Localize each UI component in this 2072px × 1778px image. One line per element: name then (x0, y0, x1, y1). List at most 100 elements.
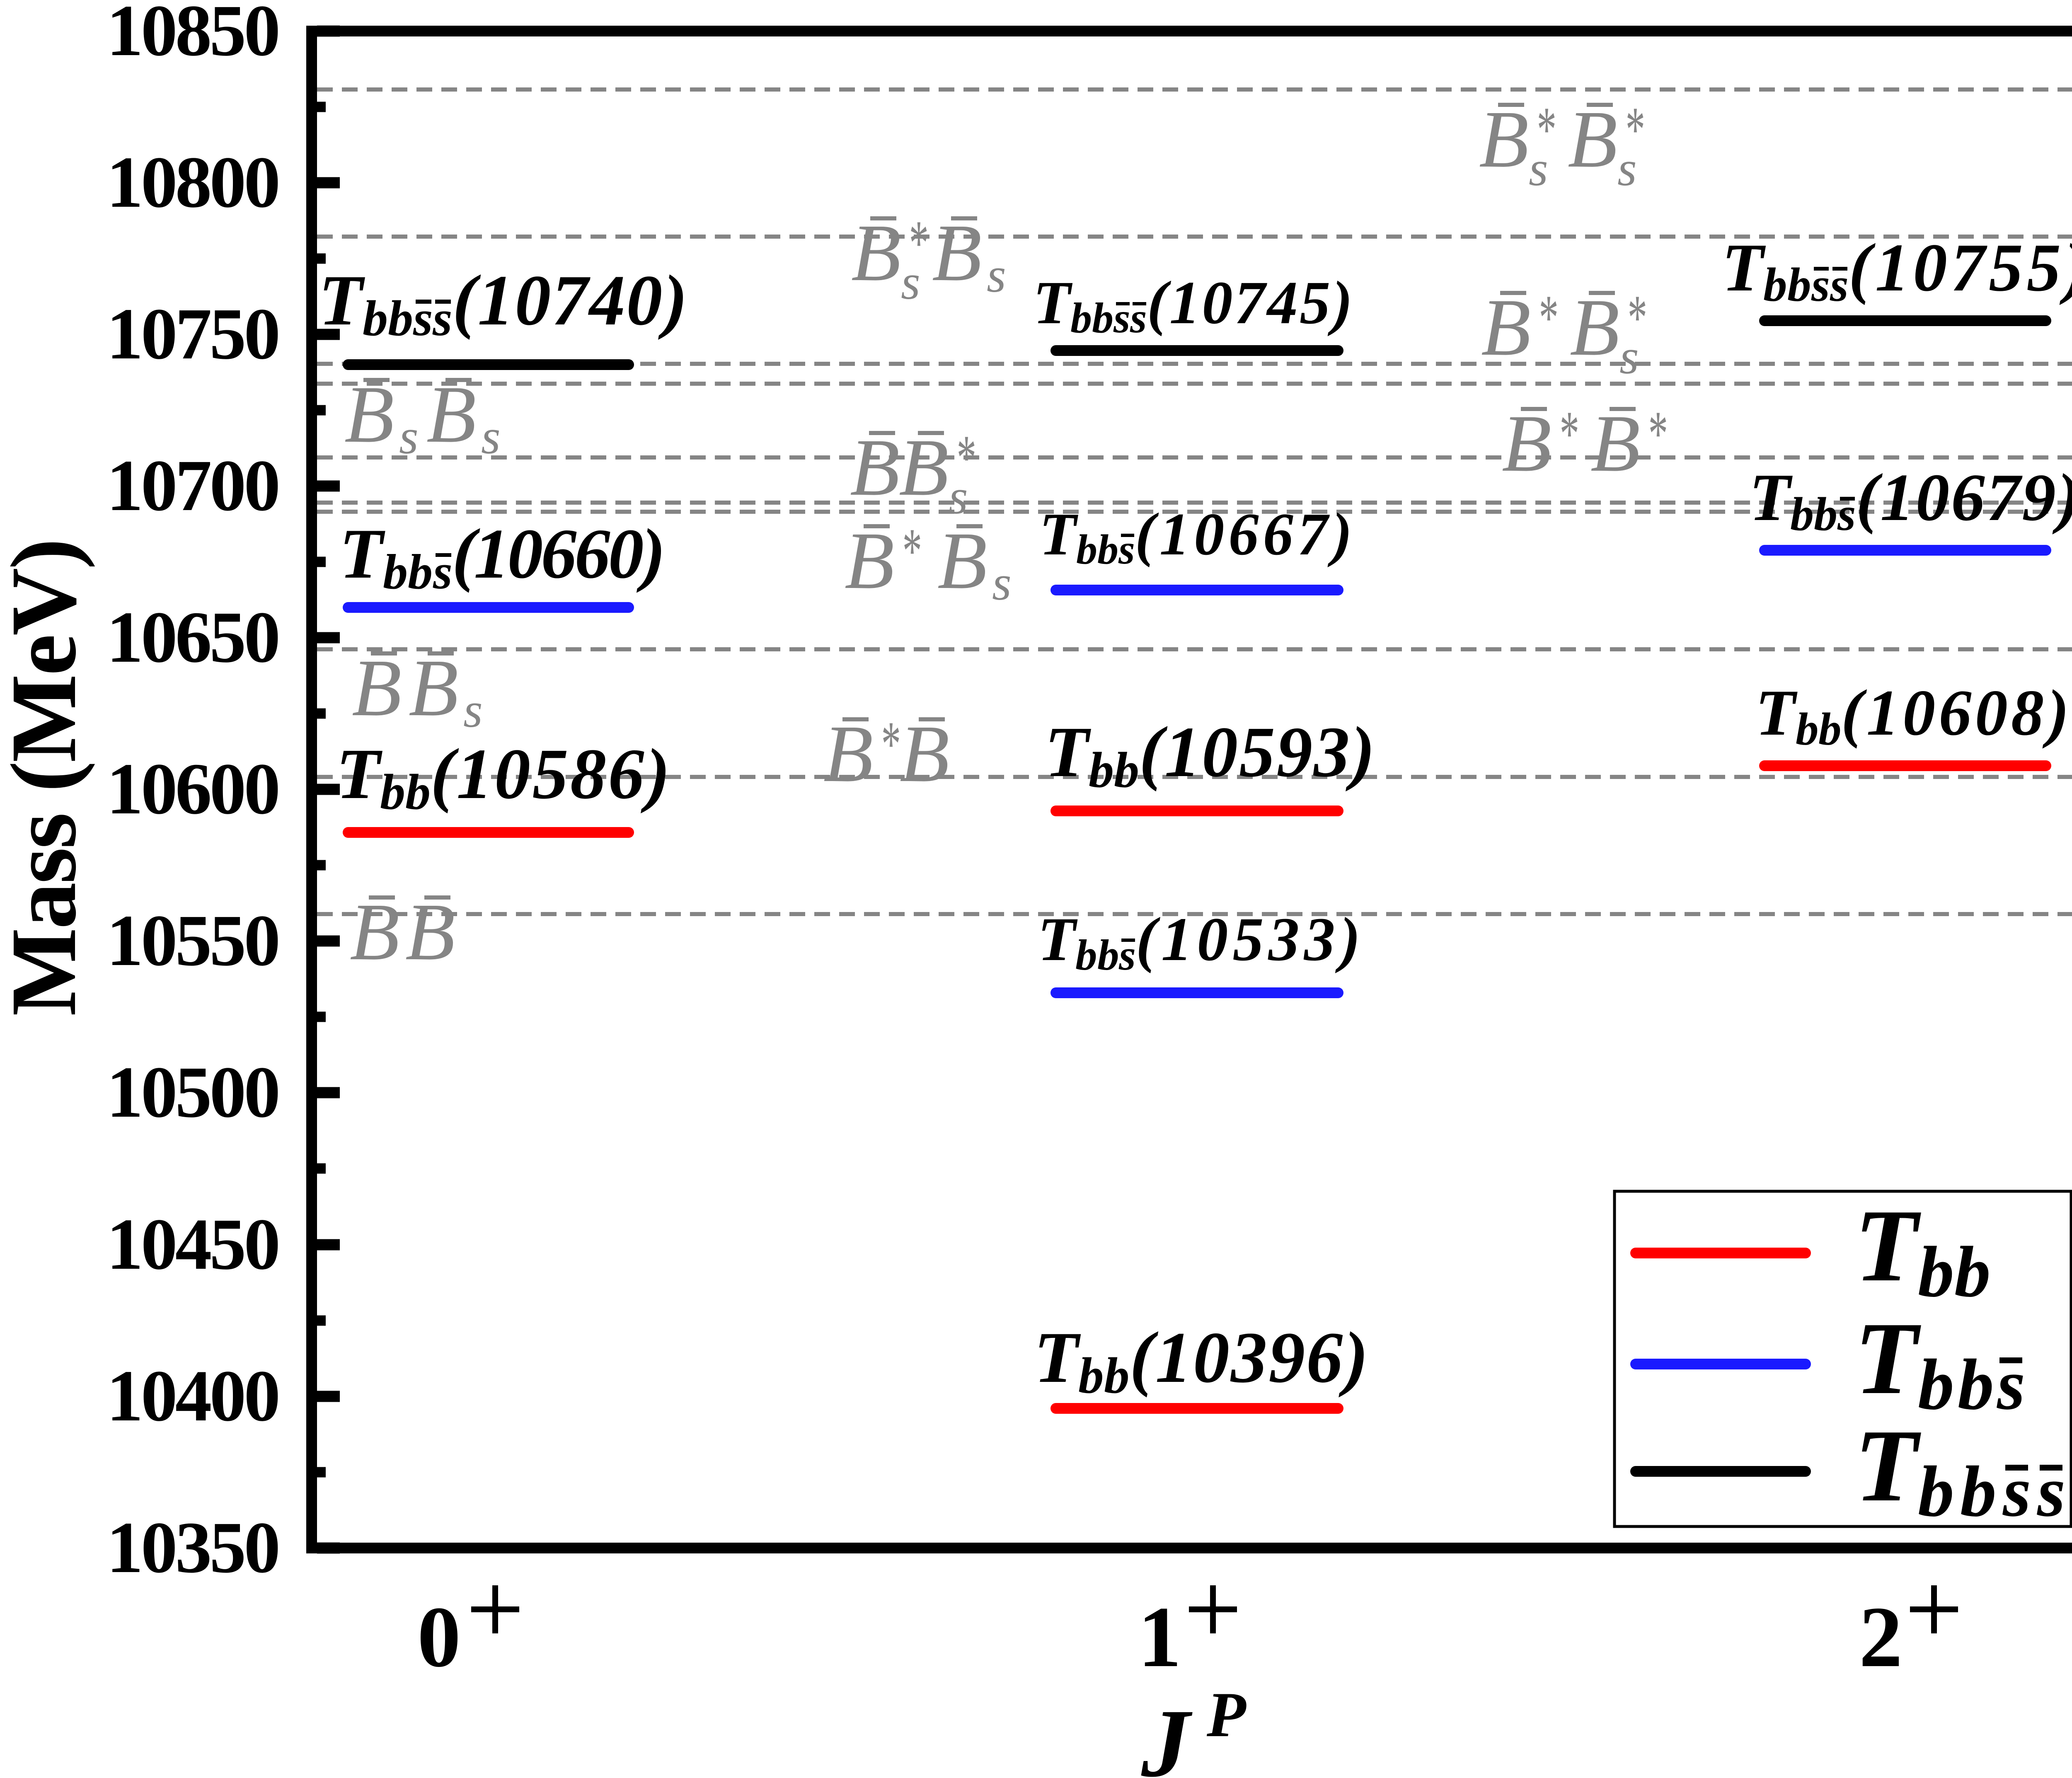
svg-text:T: T (1034, 1317, 1081, 1398)
svg-text:(10667): (10667) (1135, 501, 1352, 568)
svg-text:s: s (2002, 1451, 2031, 1531)
svg-text:s: s (481, 409, 501, 464)
svg-text:s: s (413, 290, 433, 346)
svg-text:b: b (1104, 1347, 1130, 1404)
svg-text:s: s (433, 544, 453, 599)
svg-text:s: s (1830, 259, 1849, 311)
svg-text:b: b (1818, 704, 1842, 755)
svg-text:T: T (1749, 460, 1793, 535)
svg-text:T: T (1722, 230, 1766, 305)
svg-text:10400: 10400 (107, 1355, 281, 1437)
svg-text:b: b (1787, 259, 1811, 311)
svg-text:b: b (1958, 1344, 1994, 1425)
svg-text:B: B (1502, 398, 1552, 489)
svg-text:B: B (845, 515, 894, 606)
svg-text:b: b (408, 544, 433, 599)
svg-text:b: b (1075, 931, 1097, 979)
svg-text:T: T (1854, 1188, 1921, 1303)
svg-text:*: * (1537, 281, 1557, 353)
svg-text:T: T (339, 515, 385, 593)
svg-text:B: B (937, 515, 987, 606)
svg-text:T: T (1854, 1301, 1921, 1416)
svg-text:b: b (1796, 704, 1819, 755)
svg-text:*: * (1626, 281, 1646, 353)
svg-text:10350: 10350 (107, 1507, 281, 1588)
svg-text:Mass (MeV): Mass (MeV) (0, 538, 95, 1016)
svg-text:T: T (319, 260, 365, 340)
svg-text:s: s (1837, 488, 1856, 540)
svg-text:B: B (851, 207, 901, 298)
svg-text:b: b (1918, 1344, 1954, 1425)
svg-text:B: B (409, 642, 458, 733)
svg-text:10700: 10700 (107, 445, 281, 526)
svg-text:b: b (1097, 931, 1119, 979)
svg-text:B: B (1568, 94, 1617, 184)
svg-text:b: b (405, 764, 431, 820)
svg-text:B: B (344, 369, 394, 460)
svg-text:B: B (1570, 282, 1619, 373)
svg-text:(10745): (10745) (1147, 269, 1353, 337)
svg-text:B: B (1590, 398, 1640, 489)
svg-text:b: b (1114, 742, 1139, 798)
svg-text:b: b (363, 290, 388, 346)
svg-text:B: B (426, 369, 476, 460)
svg-text:b: b (1814, 488, 1837, 540)
svg-text:(10396): (10396) (1130, 1317, 1368, 1398)
svg-text:s: s (2037, 1451, 2065, 1531)
svg-text:(10533): (10533) (1136, 905, 1360, 974)
svg-text:B: B (405, 886, 455, 977)
svg-text:B: B (900, 708, 949, 799)
svg-text:(10740): (10740) (453, 260, 687, 340)
svg-text:*: * (907, 207, 927, 278)
svg-text:B: B (850, 422, 900, 513)
svg-text:b: b (1954, 1231, 1991, 1312)
svg-text:s: s (987, 247, 1006, 302)
svg-text:b: b (1918, 1451, 1954, 1531)
svg-text:(10608): (10608) (1841, 677, 2069, 749)
svg-text:T: T (1033, 269, 1073, 337)
svg-text:(10660): (10660) (452, 515, 666, 593)
svg-text:2: 2 (1859, 1589, 1903, 1685)
svg-text:b: b (1790, 488, 1814, 540)
svg-text:s: s (1130, 294, 1147, 342)
svg-text:s: s (949, 469, 968, 524)
svg-text:*: * (955, 421, 975, 493)
svg-text:b: b (1097, 526, 1118, 573)
svg-text:s: s (432, 290, 452, 346)
svg-text:s: s (1619, 329, 1639, 384)
svg-text:b: b (1960, 1451, 1997, 1531)
svg-text:T: T (1039, 501, 1078, 568)
svg-text:10550: 10550 (107, 900, 281, 981)
svg-text:10650: 10650 (107, 597, 281, 678)
svg-text:T: T (1854, 1408, 1921, 1523)
svg-text:B: B (932, 207, 982, 298)
svg-text:B: B (1481, 282, 1531, 373)
svg-text:10500: 10500 (107, 1052, 281, 1133)
svg-text:*: * (900, 515, 920, 586)
svg-text:0: 0 (417, 1589, 461, 1685)
svg-text:s: s (1118, 526, 1135, 573)
svg-text:(10679): (10679) (1856, 460, 2072, 535)
svg-text:(10593): (10593) (1139, 712, 1375, 792)
svg-text:B: B (1479, 94, 1529, 184)
svg-text:s: s (1617, 141, 1637, 196)
svg-text:*: * (1646, 397, 1666, 469)
svg-text:*: * (1624, 93, 1644, 164)
svg-text:b: b (1070, 294, 1092, 342)
svg-text:T: T (1045, 712, 1091, 792)
svg-text:s: s (1113, 294, 1130, 342)
svg-text:b: b (1078, 1347, 1104, 1404)
svg-text:(10586): (10586) (431, 734, 670, 814)
svg-text:b: b (1918, 1231, 1954, 1312)
svg-text:10750: 10750 (107, 293, 281, 375)
svg-text:10600: 10600 (107, 748, 281, 830)
svg-text:b: b (383, 544, 408, 599)
svg-text:10800: 10800 (107, 142, 281, 223)
svg-text:s: s (1997, 1344, 2025, 1425)
svg-text:*: * (879, 708, 899, 779)
svg-text:B: B (350, 886, 399, 977)
svg-text:B: B (823, 708, 873, 799)
svg-text:s: s (399, 409, 419, 464)
svg-text:10450: 10450 (107, 1204, 281, 1285)
svg-text:s: s (1529, 141, 1548, 196)
